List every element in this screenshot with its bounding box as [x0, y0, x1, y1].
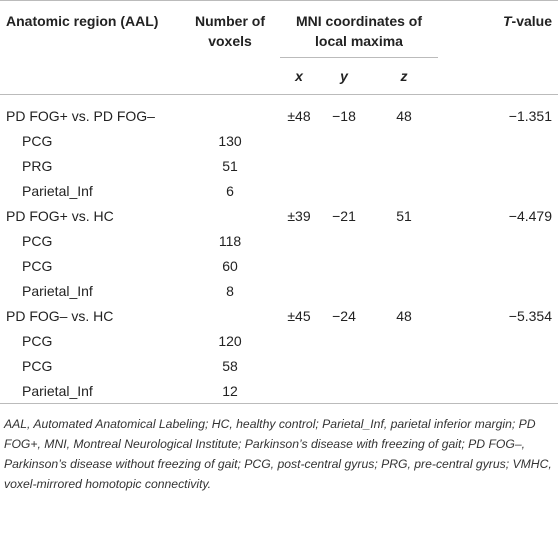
empty-cell	[180, 303, 280, 328]
region-name: Parietal_Inf	[22, 182, 93, 199]
voxel-count: 8	[226, 282, 234, 299]
header-z: z	[400, 68, 408, 84]
footnote: AAL, Automated Anatomical Labeling; HC, …	[4, 417, 552, 491]
empty-cell	[438, 353, 558, 378]
empty-cell	[438, 328, 558, 353]
empty-cell	[280, 228, 318, 253]
region-name: PCG	[22, 232, 53, 249]
region-name: PRG	[22, 157, 53, 174]
voxel-count: 130	[218, 132, 242, 149]
voxel-count: 58	[222, 357, 238, 374]
voxel-count: 60	[222, 257, 238, 274]
header-mni: MNI coordinates of local maxima	[280, 0, 439, 58]
comparison: PD FOG– vs. HC	[6, 307, 114, 324]
table-row: Parietal_Inf 8	[0, 278, 558, 303]
region-name: Parietal_Inf	[22, 382, 93, 399]
empty-cell	[280, 128, 318, 153]
table-row: PD FOG+ vs. PD FOG– ±48 −18 48 −1.351	[0, 95, 558, 129]
empty-cell	[318, 153, 370, 178]
region-name: PCG	[22, 132, 53, 149]
table-row: PRG 51	[0, 153, 558, 178]
empty-cell	[318, 253, 370, 278]
empty-cell	[318, 328, 370, 353]
coord-y: −21	[332, 207, 356, 224]
empty-cell	[318, 178, 370, 203]
coord-y: −18	[332, 107, 356, 124]
empty-cell	[370, 353, 438, 378]
table-row: Parietal_Inf 12	[0, 378, 558, 404]
empty-cell	[180, 95, 280, 129]
empty-cell	[438, 153, 558, 178]
empty-cell	[370, 278, 438, 303]
empty-cell	[280, 178, 318, 203]
table-row: Parietal_Inf 6	[0, 178, 558, 203]
empty-cell	[438, 178, 558, 203]
empty-cell	[318, 378, 370, 404]
empty-cell	[370, 328, 438, 353]
empty-cell	[370, 253, 438, 278]
table-row: PCG 118	[0, 228, 558, 253]
empty-cell	[370, 128, 438, 153]
voxel-count: 6	[226, 182, 234, 199]
coord-y: −24	[332, 307, 356, 324]
empty-cell	[318, 353, 370, 378]
voxel-count: 120	[218, 332, 242, 349]
region-name: PCG	[22, 257, 53, 274]
header-voxels: Number of voxels	[180, 1, 280, 95]
region-name: PCG	[22, 332, 53, 349]
voxel-count: 51	[222, 157, 238, 174]
header-y: y	[340, 68, 348, 84]
region-name: Parietal_Inf	[22, 282, 93, 299]
empty-cell	[370, 178, 438, 203]
empty-cell	[438, 278, 558, 303]
voxel-count: 118	[218, 232, 242, 249]
table-row: PD FOG– vs. HC ±45 −24 48 −5.354	[0, 303, 558, 328]
empty-cell	[318, 128, 370, 153]
t-value: −5.354	[508, 307, 553, 324]
header-t-text: T-value	[502, 13, 553, 29]
empty-cell	[438, 253, 558, 278]
voxel-count: 12	[222, 382, 238, 399]
coord-x: ±45	[287, 307, 311, 324]
empty-cell	[280, 253, 318, 278]
empty-cell	[318, 228, 370, 253]
empty-cell	[280, 353, 318, 378]
table-row: PCG 60	[0, 253, 558, 278]
table-body: PD FOG+ vs. PD FOG– ±48 −18 48 −1.351 PCG 130 P…	[0, 95, 558, 404]
coord-z: 48	[396, 107, 412, 124]
header-voxels-text: Number of voxels	[195, 13, 265, 49]
table-row: PD FOG+ vs. HC ±39 −21 51 −4.479	[0, 203, 558, 228]
empty-cell	[318, 278, 370, 303]
empty-cell	[438, 228, 558, 253]
table-row: PCG 130	[0, 128, 558, 153]
coord-z: 48	[396, 307, 412, 324]
table-row: PCG 58	[0, 353, 558, 378]
empty-cell	[280, 328, 318, 353]
header-region: Anatomic region (AAL)	[6, 13, 159, 29]
coord-x: ±48	[287, 107, 311, 124]
results-table: Anatomic region (AAL) Number of voxels M…	[0, 0, 558, 404]
coord-z: 51	[396, 207, 412, 224]
comparison: PD FOG+ vs. HC	[6, 207, 114, 224]
coord-x: ±39	[287, 207, 311, 224]
region-name: PCG	[22, 357, 53, 374]
empty-cell	[438, 378, 558, 404]
header-mni-text: MNI coordinates of local maxima	[295, 13, 422, 49]
table-row: PCG 120	[0, 328, 558, 353]
header-t: T-value	[438, 1, 558, 95]
comparison: PD FOG+ vs. PD FOG–	[6, 107, 155, 124]
empty-cell	[180, 203, 280, 228]
t-value: −4.479	[508, 207, 553, 224]
empty-cell	[280, 378, 318, 404]
header-x: x	[295, 68, 303, 84]
empty-cell	[370, 153, 438, 178]
t-value: −1.351	[508, 107, 553, 124]
empty-cell	[438, 128, 558, 153]
empty-cell	[370, 378, 438, 404]
empty-cell	[370, 228, 438, 253]
empty-cell	[280, 153, 318, 178]
empty-cell	[280, 278, 318, 303]
